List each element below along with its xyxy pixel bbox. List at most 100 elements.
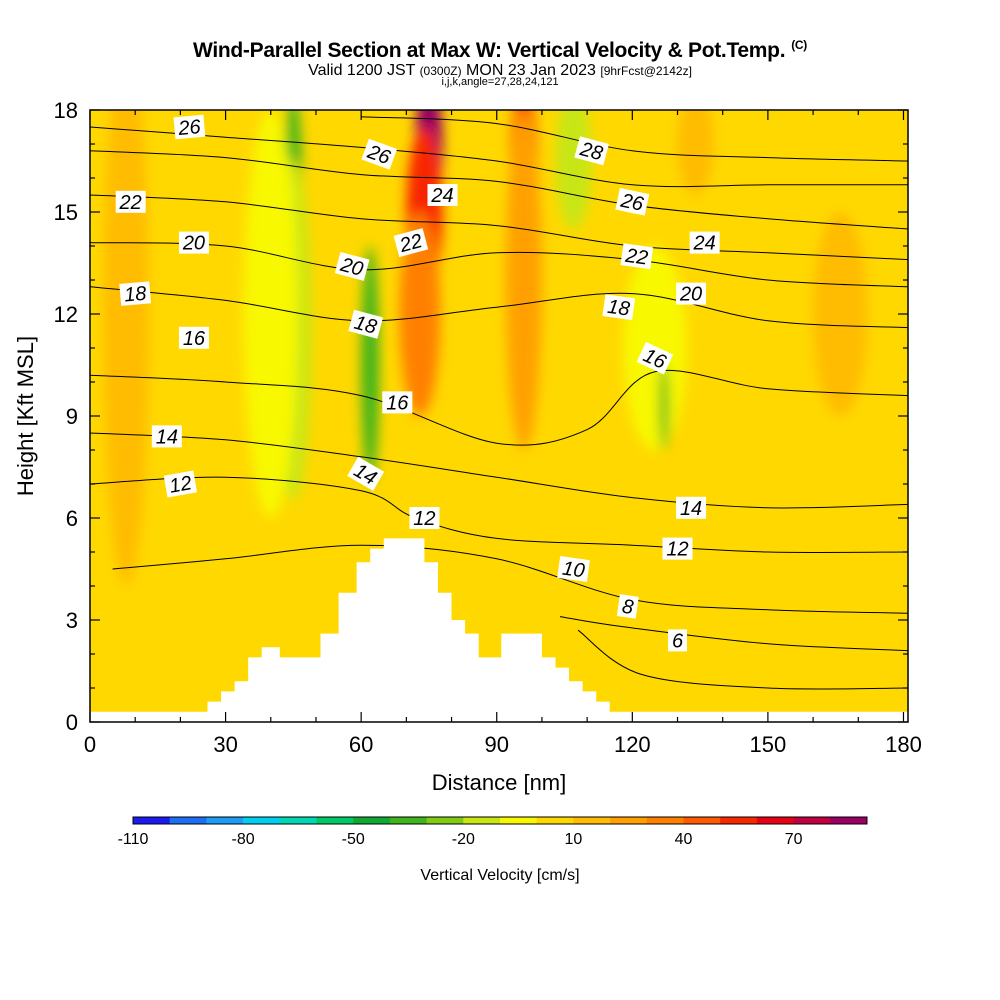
isentrope-lines <box>90 116 908 690</box>
isentrope-label-text: 18 <box>606 296 631 321</box>
isentrope-label-text: 16 <box>386 392 409 414</box>
isentrope-label: 8 <box>616 594 639 619</box>
isentrope-label-box <box>409 507 440 529</box>
isentrope-label-text: 18 <box>123 283 147 307</box>
isentrope-label-text: 12 <box>168 472 194 498</box>
isentrope-label-box <box>178 326 209 349</box>
isentrope-label: 26 <box>173 114 206 140</box>
velocity-cell <box>813 212 868 416</box>
y-tick-label: 18 <box>54 98 78 123</box>
colorbar-label: Vertical Velocity [cm/s] <box>420 867 579 884</box>
forecast-info: [9hrFcst@2142z] <box>600 64 692 78</box>
isentrope-line <box>90 286 908 329</box>
colorbar-swatch <box>463 817 501 824</box>
colorbar-swatch <box>756 817 795 824</box>
colorbar-swatch <box>536 817 574 824</box>
colorbar-swatch <box>646 817 684 824</box>
velocity-field <box>90 110 908 722</box>
isentrope-label: 16 <box>382 391 413 414</box>
valid-date: MON 23 Jan 2023 <box>466 62 596 79</box>
isentrope-label-box <box>361 138 398 170</box>
colorbar-tick-label: -110 <box>118 831 149 848</box>
isentrope-line <box>90 126 908 188</box>
colorbar-swatch <box>353 817 391 824</box>
colorbar-swatch <box>389 817 428 824</box>
isentrope-label-text: 10 <box>561 558 586 583</box>
isentrope-label-box <box>616 594 639 619</box>
isentrope-label-text: 12 <box>413 508 435 530</box>
isentrope-label: 12 <box>662 537 693 561</box>
colorbar-tick-label: -80 <box>232 831 255 848</box>
chart-title: Wind-Parallel Section at Max W: Vertical… <box>0 38 1000 63</box>
isentrope-label-box <box>636 341 674 375</box>
isentrope-label: 28 <box>574 136 609 166</box>
colorbar-swatch <box>500 817 538 824</box>
colorbar-swatch <box>683 817 721 824</box>
isentrope-line <box>112 544 908 614</box>
colorbar-swatch <box>206 817 244 824</box>
velocity-cell <box>361 246 380 484</box>
velocity-cell <box>103 110 149 586</box>
isentrope-line <box>90 432 908 509</box>
isentrope-label-box <box>163 470 198 498</box>
isentrope-line <box>90 194 908 261</box>
isentrope-label-text: 20 <box>679 284 702 306</box>
isentrope-label-box <box>427 184 458 206</box>
x-tick-label: 90 <box>484 732 508 757</box>
isentrope-label: 14 <box>151 425 182 448</box>
chart-subtitle: Valid 1200 JST (0300Z) MON 23 Jan 2023 [… <box>0 62 1000 80</box>
isentrope-label: 24 <box>689 231 720 255</box>
colorbar-swatch <box>830 817 868 824</box>
isentrope-label-box <box>178 231 209 254</box>
x-axis-label: Distance [nm] <box>432 770 567 795</box>
isentrope-line <box>577 629 908 690</box>
isentrope-line <box>90 242 908 288</box>
isentrope-label-text: 26 <box>618 189 646 216</box>
isentrope-label-box <box>382 391 413 414</box>
y-tick-label: 3 <box>66 608 78 633</box>
isentrope-label-text: 14 <box>680 498 702 520</box>
x-tick-label: 150 <box>750 732 787 757</box>
colorbar-swatch <box>573 817 611 824</box>
x-tick-label: 0 <box>84 732 96 757</box>
isentrope-label-box <box>334 251 370 281</box>
isentrope-label-box <box>347 456 385 491</box>
isentrope-line <box>361 116 908 162</box>
velocity-cell <box>399 212 441 416</box>
colorbar-tick-label: 40 <box>675 831 693 848</box>
colorbar-tick-label: -50 <box>342 831 365 848</box>
isentrope-label-text: 26 <box>176 116 202 140</box>
x-tick-label: 120 <box>614 732 651 757</box>
colorbar-swatch <box>426 817 464 824</box>
velocity-cell <box>243 110 298 518</box>
isentrope-label-box <box>662 537 693 560</box>
isentrope-label-box <box>676 282 707 305</box>
isentrope-label-box <box>689 231 720 254</box>
velocity-cell <box>505 110 542 450</box>
isentrope-label: 10 <box>557 556 590 583</box>
title-text: Wind-Parallel Section at Max W: Vertical… <box>193 39 786 62</box>
y-tick-label: 15 <box>54 200 78 225</box>
colorbar-tick-label: -20 <box>452 831 475 848</box>
isentrope-label-text: 6 <box>672 630 684 652</box>
isentrope-label: 18 <box>119 281 152 307</box>
isentrope-label-box <box>151 425 182 448</box>
isentrope-line <box>90 476 908 553</box>
isentrope-label: 24 <box>427 184 458 207</box>
y-tick-label: 12 <box>54 302 78 327</box>
isentrope-label-box <box>668 629 688 652</box>
colorbar-tick-label: 10 <box>565 831 583 848</box>
section-meta: i,j,k,angle=27,28,24,121 <box>441 76 559 88</box>
axes: 0 30 60 90 120 150 180 0 3 6 9 12 15 18 <box>54 98 922 757</box>
colorbar-swatch <box>133 817 171 824</box>
isentrope-label: 18 <box>348 309 384 339</box>
isentrope-label: 20 <box>676 282 707 306</box>
isentrope-label: 20 <box>334 251 370 281</box>
isentrope-label-text: 22 <box>119 192 142 214</box>
isentrope-label-text: 20 <box>182 233 205 255</box>
velocity-base <box>90 110 908 722</box>
isentrope-label-text: 16 <box>183 328 206 350</box>
isentrope-label-text: 22 <box>623 245 649 270</box>
isentrope-label: 26 <box>615 187 650 216</box>
